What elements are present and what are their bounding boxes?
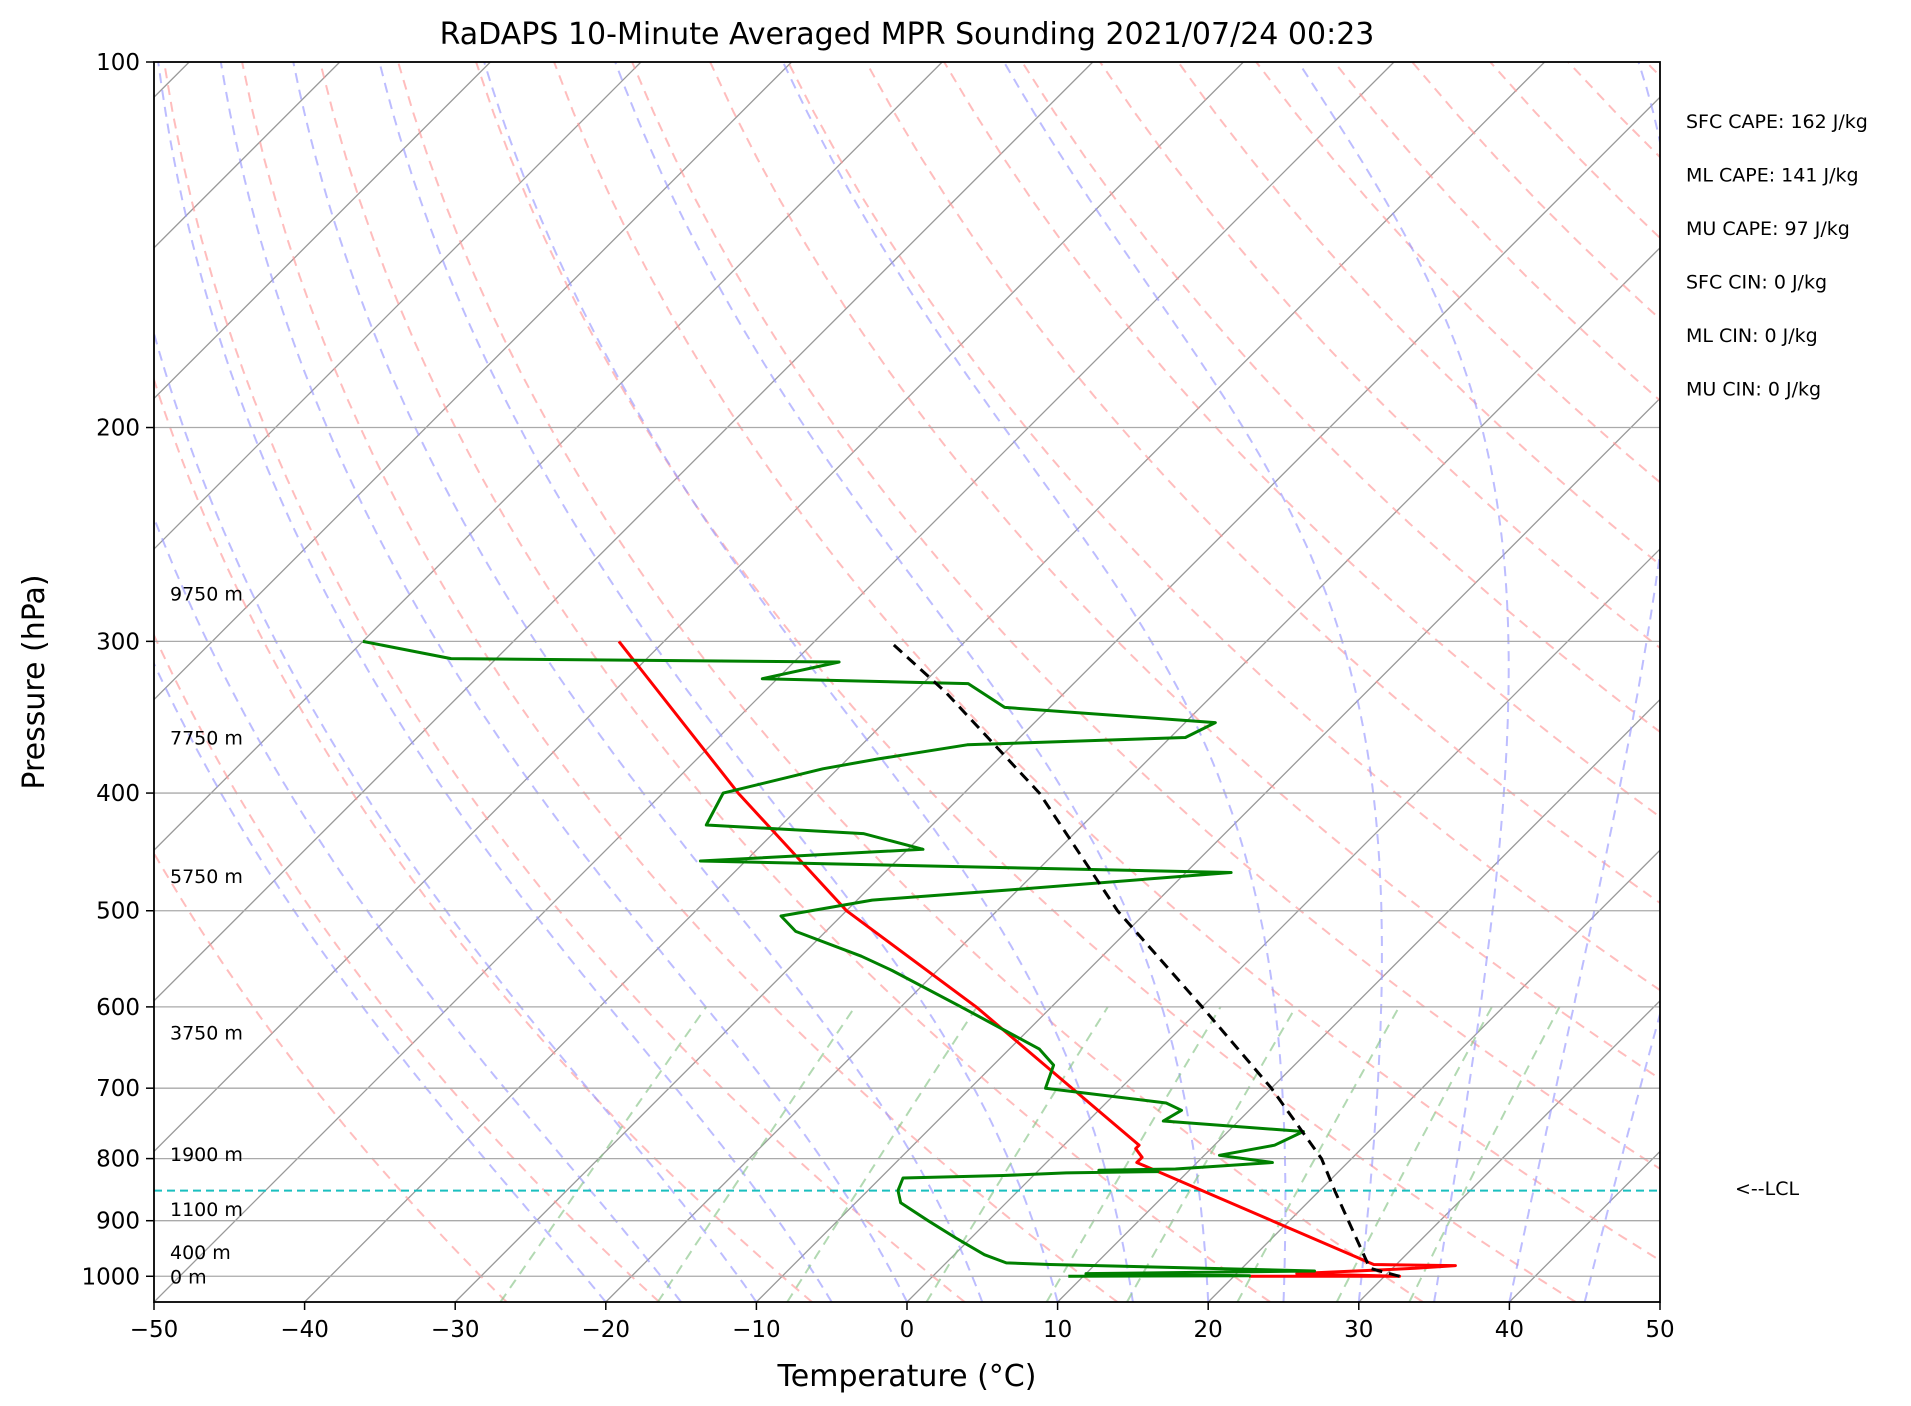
lcl-label: <--LCL — [1735, 1178, 1799, 1200]
dry-adiabat-line — [709, 62, 1660, 1080]
x-tick-label: −40 — [280, 1317, 329, 1343]
moist-adiabat-line — [1583, 1010, 1660, 1302]
x-tick-label: 40 — [1495, 1317, 1524, 1343]
isotherm-line — [154, 62, 491, 400]
moist-adiabat-line — [154, 329, 758, 1302]
mixing-ratio-line — [786, 1006, 978, 1302]
mixing-ratio-line — [499, 1006, 708, 1302]
dry-adiabat-line — [163, 62, 966, 1302]
dewpoint-profile-line — [362, 639, 1316, 1278]
moist-adiabat-line — [1508, 62, 1660, 1302]
y-tick-label: 600 — [96, 995, 140, 1021]
isotherm-line — [154, 62, 793, 701]
stat-label: ML CIN: 0 J/kg — [1686, 325, 1818, 347]
pressure-gridlines — [154, 62, 1660, 1277]
y-tick-label: 700 — [96, 1076, 140, 1102]
dry-adiabat-line — [241, 62, 1119, 1302]
moist-adiabat-line — [614, 62, 1210, 1302]
mixing-ratio-line — [1408, 1006, 1561, 1302]
dry-adiabat-line — [475, 62, 1577, 1302]
y-tick-label: 500 — [96, 899, 140, 925]
height-label: 1900 m — [170, 1144, 243, 1166]
dry-adiabat-line — [154, 632, 660, 1302]
x-tick-label: 20 — [1194, 1317, 1223, 1343]
mixing-ratio-line — [925, 1006, 1109, 1302]
profile-lines — [362, 639, 1457, 1278]
stat-label: SFC CIN: 0 J/kg — [1686, 272, 1827, 294]
x-tick-label: 30 — [1344, 1317, 1373, 1343]
mixing-ratio-line — [656, 1006, 856, 1302]
height-label: 3750 m — [170, 1023, 243, 1045]
moist-adiabat-line — [292, 62, 984, 1302]
x-tick-label: −10 — [732, 1317, 781, 1343]
stat-label: MU CAPE: 97 J/kg — [1686, 218, 1850, 240]
y-tick-label: 1000 — [81, 1264, 140, 1290]
mixing-ratio-line — [1335, 1006, 1493, 1302]
y-tick-label: 800 — [96, 1147, 140, 1173]
y-tick-label: 100 — [96, 50, 140, 76]
moist-adiabat-line — [154, 515, 682, 1302]
temperature-profile-line — [617, 640, 1457, 1278]
moist-adiabat-line — [154, 661, 607, 1302]
x-tick-label: 10 — [1043, 1317, 1072, 1343]
stat-label: MU CIN: 0 J/kg — [1686, 379, 1821, 401]
x-tick-label: 50 — [1645, 1317, 1674, 1343]
x-tick-label: −30 — [431, 1317, 480, 1343]
isotherm-line — [154, 62, 642, 550]
isotherm-line — [605, 246, 1660, 1302]
y-tick-label: 300 — [96, 629, 140, 655]
moist-adiabat-line — [157, 62, 833, 1302]
dry-adiabat-line — [943, 62, 1660, 819]
stats-panel: SFC CAPE: 162 J/kg ML CAPE: 141 J/kg MU CA… — [1686, 111, 1868, 401]
moist-adiabat-line — [782, 62, 1287, 1302]
isotherm-line — [154, 62, 1244, 1153]
moist-adiabat-line — [1297, 62, 1510, 1302]
moist-adiabat-line — [483, 62, 1134, 1302]
height-label: 0 m — [170, 1266, 207, 1288]
y-tick-label: 400 — [96, 781, 140, 807]
y-tick-label: 900 — [96, 1209, 140, 1235]
moist-adiabat-line — [1003, 62, 1383, 1302]
y-axis-ticks: 100 200 300 400 500 600 700 800 900 1000 — [81, 50, 154, 1290]
mixing-ratio-line — [1236, 1006, 1400, 1302]
height-label: 5750 m — [170, 866, 243, 888]
y-tick-label: 200 — [96, 416, 140, 442]
parcel-profile-line — [888, 640, 1400, 1278]
x-tick-label: −50 — [130, 1317, 179, 1343]
isotherm-line — [154, 62, 1094, 1002]
moist-adiabat-line — [378, 62, 1059, 1302]
chart-title: RaDAPS 10-Minute Averaged MPR Sounding 2… — [440, 17, 1375, 52]
stat-label: ML CAPE: 141 J/kg — [1686, 165, 1859, 187]
x-axis-label: Temperature (°C) — [777, 1359, 1037, 1394]
height-label: 7750 m — [170, 728, 243, 750]
moist-adiabat-line — [219, 62, 908, 1302]
isotherm-line — [154, 62, 943, 852]
height-label: 9750 m — [170, 584, 243, 606]
height-labels: 9750 m 7750 m 5750 m 3750 m 1900 m 1100 m 400 … — [170, 584, 243, 1289]
x-tick-label: −20 — [582, 1317, 631, 1343]
y-axis-label: Pressure (hPa) — [17, 574, 52, 789]
x-axis-ticks: −50 −40 −30 −20 −10 0 10 20 30 40 50 — [130, 1302, 1675, 1343]
dry-adiabat-line — [1099, 62, 1660, 650]
height-label: 1100 m — [170, 1199, 243, 1221]
isotherm-line — [154, 62, 1395, 1302]
isotherm-line — [454, 96, 1660, 1302]
dry-adiabat-line — [154, 851, 508, 1302]
dry-adiabat-line — [787, 62, 1660, 992]
isotherm-line — [1358, 999, 1660, 1302]
stat-label: SFC CAPE: 162 J/kg — [1686, 111, 1868, 133]
isotherm-line — [1207, 849, 1660, 1302]
dry-adiabat-line — [631, 62, 1660, 1170]
dry-adiabat-line — [553, 62, 1660, 1262]
dry-adiabat-line — [154, 376, 813, 1302]
isotherm-line — [1057, 698, 1660, 1302]
height-label: 400 m — [170, 1242, 231, 1264]
x-tick-label: 0 — [900, 1317, 915, 1343]
